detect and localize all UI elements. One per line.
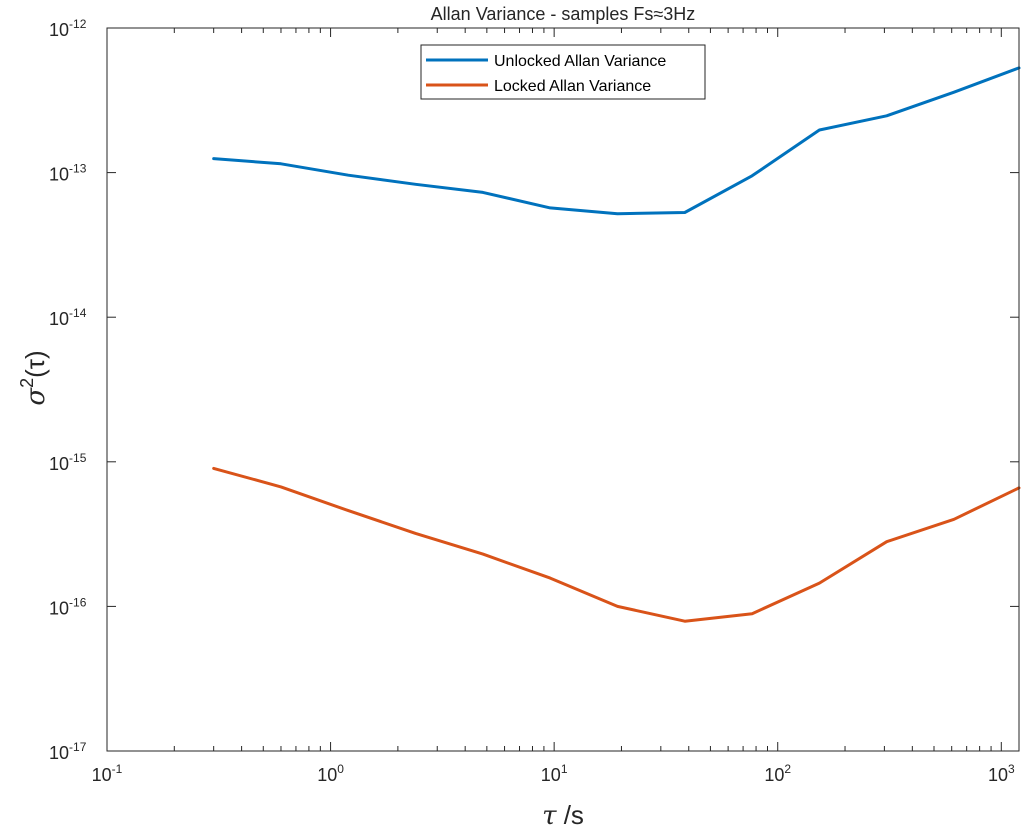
y-tick-label: 10-12 [49, 17, 87, 40]
y-tick-label: 10-15 [49, 451, 87, 474]
series-layer [212, 66, 1021, 623]
y-tick-label: 10-14 [49, 306, 87, 329]
legend: Unlocked Allan Variance Locked Allan Var… [420, 44, 706, 100]
x-tick-label: 103 [988, 762, 1015, 785]
x-tick-label: 101 [541, 762, 568, 785]
legend-label-locked: Locked Allan Variance [494, 78, 651, 95]
chart-title: Allan Variance - samples Fs≈3Hz [431, 4, 696, 24]
x-axis-label: τ /s [542, 800, 584, 828]
y-axis-label: σ2(τ) [17, 350, 51, 405]
y-tick-label: 10-16 [49, 595, 87, 618]
series-line-unlocked [212, 66, 1021, 216]
series-line-locked [212, 466, 1021, 623]
legend-box [420, 44, 706, 100]
x-tick-label: 102 [764, 762, 791, 785]
plot-frame [106, 27, 1020, 752]
y-tick-label: 10-13 [49, 162, 87, 185]
x-tick-label: 100 [317, 762, 344, 785]
ticks-layer: 10-1 100 101 102 103 10-12 10-13 10-14 10-15 10-1… [49, 17, 1019, 785]
legend-label-unlocked: Unlocked Allan Variance [494, 53, 666, 70]
y-tick-label: 10-17 [49, 740, 87, 763]
x-tick-label: 10-1 [92, 762, 123, 785]
